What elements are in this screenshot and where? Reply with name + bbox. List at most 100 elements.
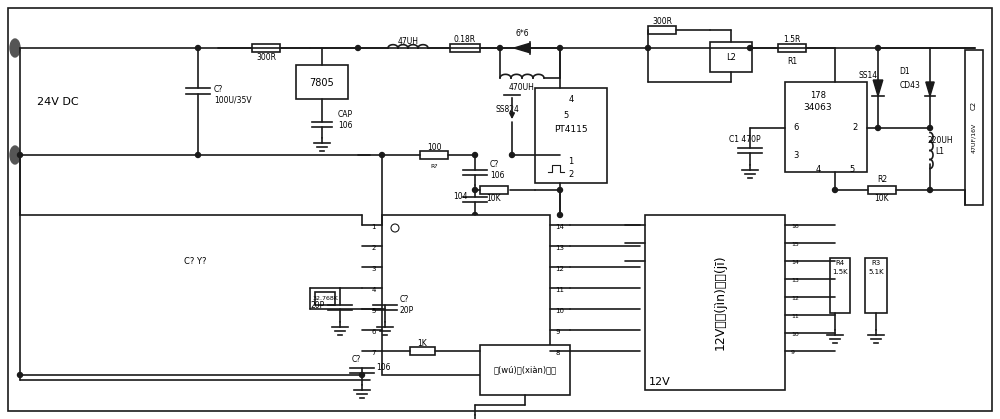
Text: 300R: 300R: [256, 52, 276, 62]
Bar: [778, 44, 806, 52]
Text: CAP
106: CAP 106: [338, 110, 353, 130]
Bar: [965, 50, 983, 205]
Text: C?
100U/35V: C? 100U/35V: [214, 85, 252, 105]
Text: 9: 9: [791, 351, 795, 355]
Bar: [868, 186, 896, 194]
Bar: [645, 215, 785, 390]
Text: D1: D1: [900, 67, 910, 77]
Text: 6: 6: [793, 124, 798, 132]
Circle shape: [928, 187, 932, 192]
Text: 2: 2: [853, 124, 858, 132]
Bar: [296, 65, 348, 99]
Bar: [420, 151, 448, 159]
Bar: [315, 292, 335, 305]
Text: L2: L2: [726, 54, 736, 62]
Text: 0.18R: 0.18R: [454, 36, 476, 44]
Circle shape: [360, 372, 364, 378]
Text: 4: 4: [815, 166, 821, 174]
Text: 6: 6: [372, 329, 376, 335]
Text: 12: 12: [791, 297, 799, 302]
Circle shape: [928, 126, 932, 130]
Text: 1: 1: [568, 158, 574, 166]
Text: 10: 10: [555, 308, 564, 314]
Text: 104: 104: [454, 192, 468, 202]
Text: 12V步進(jìn)電機(jī): 12V步進(jìn)電機(jī): [714, 254, 726, 350]
Text: SS824: SS824: [495, 106, 519, 114]
Bar: [410, 347, 435, 355]
Text: 1K: 1K: [418, 339, 427, 347]
Text: 24V DC: 24V DC: [37, 97, 79, 107]
Polygon shape: [514, 43, 530, 53]
Circle shape: [748, 46, 753, 51]
Text: 10K: 10K: [875, 194, 889, 204]
Circle shape: [18, 372, 22, 378]
Bar: [480, 186, 508, 194]
Bar: [450, 44, 480, 52]
Circle shape: [498, 46, 503, 51]
Circle shape: [558, 46, 562, 51]
Circle shape: [558, 212, 562, 217]
Text: R4: R4: [835, 260, 845, 266]
Text: 5: 5: [372, 308, 376, 314]
Text: C1 470P: C1 470P: [729, 135, 761, 145]
Bar: [252, 44, 280, 52]
Text: R1: R1: [787, 57, 797, 67]
Bar: [785, 82, 867, 172]
Text: 5.1K: 5.1K: [868, 269, 884, 275]
Text: 13: 13: [791, 279, 799, 284]
Circle shape: [473, 187, 478, 192]
Bar: [480, 345, 570, 395]
Text: 3: 3: [793, 150, 798, 160]
Text: 15: 15: [791, 243, 799, 248]
Bar: [710, 42, 752, 72]
Bar: [648, 26, 676, 34]
Text: 1.5K: 1.5K: [832, 269, 848, 275]
Text: R2: R2: [877, 176, 887, 184]
Text: 7805: 7805: [310, 78, 334, 88]
Text: 100: 100: [427, 142, 441, 152]
Text: 106: 106: [376, 364, 390, 372]
Text: 20P: 20P: [311, 300, 325, 310]
Circle shape: [473, 153, 478, 158]
Text: R3: R3: [871, 260, 881, 266]
Text: 1.5R: 1.5R: [783, 36, 801, 44]
Text: 12V: 12V: [649, 377, 671, 387]
Circle shape: [18, 153, 22, 158]
Text: 4: 4: [568, 96, 574, 104]
Text: PT4115: PT4115: [554, 126, 588, 134]
Bar: [830, 258, 850, 313]
Circle shape: [646, 46, 650, 51]
Text: SS14: SS14: [858, 70, 878, 80]
Text: 470UH: 470UH: [509, 83, 535, 93]
Text: C?
106: C? 106: [490, 160, 505, 180]
Circle shape: [876, 46, 881, 51]
Text: 6*6: 6*6: [515, 29, 529, 39]
Bar: [535, 88, 607, 183]
Text: 10K: 10K: [487, 194, 501, 204]
Text: 7: 7: [372, 350, 376, 356]
Circle shape: [510, 153, 514, 158]
Text: 14: 14: [791, 261, 799, 266]
Text: 12: 12: [555, 266, 564, 272]
Text: 34063: 34063: [804, 103, 832, 112]
Circle shape: [356, 46, 360, 51]
Text: 13: 13: [555, 245, 564, 251]
Text: 14: 14: [555, 224, 564, 230]
Text: C2: C2: [971, 101, 977, 109]
Ellipse shape: [10, 39, 20, 57]
Circle shape: [558, 187, 562, 192]
Circle shape: [832, 187, 838, 192]
Text: 3: 3: [372, 266, 376, 272]
Ellipse shape: [10, 146, 20, 164]
Text: 9: 9: [555, 329, 560, 335]
Text: 32.768K: 32.768K: [312, 297, 338, 302]
Text: 11: 11: [555, 287, 564, 293]
Bar: [865, 258, 887, 313]
Text: 11: 11: [791, 315, 799, 320]
Circle shape: [196, 46, 200, 51]
Polygon shape: [873, 80, 883, 96]
Text: 16: 16: [791, 225, 799, 230]
Text: 5: 5: [850, 166, 855, 174]
Text: C?: C?: [351, 355, 361, 365]
Polygon shape: [926, 82, 934, 96]
